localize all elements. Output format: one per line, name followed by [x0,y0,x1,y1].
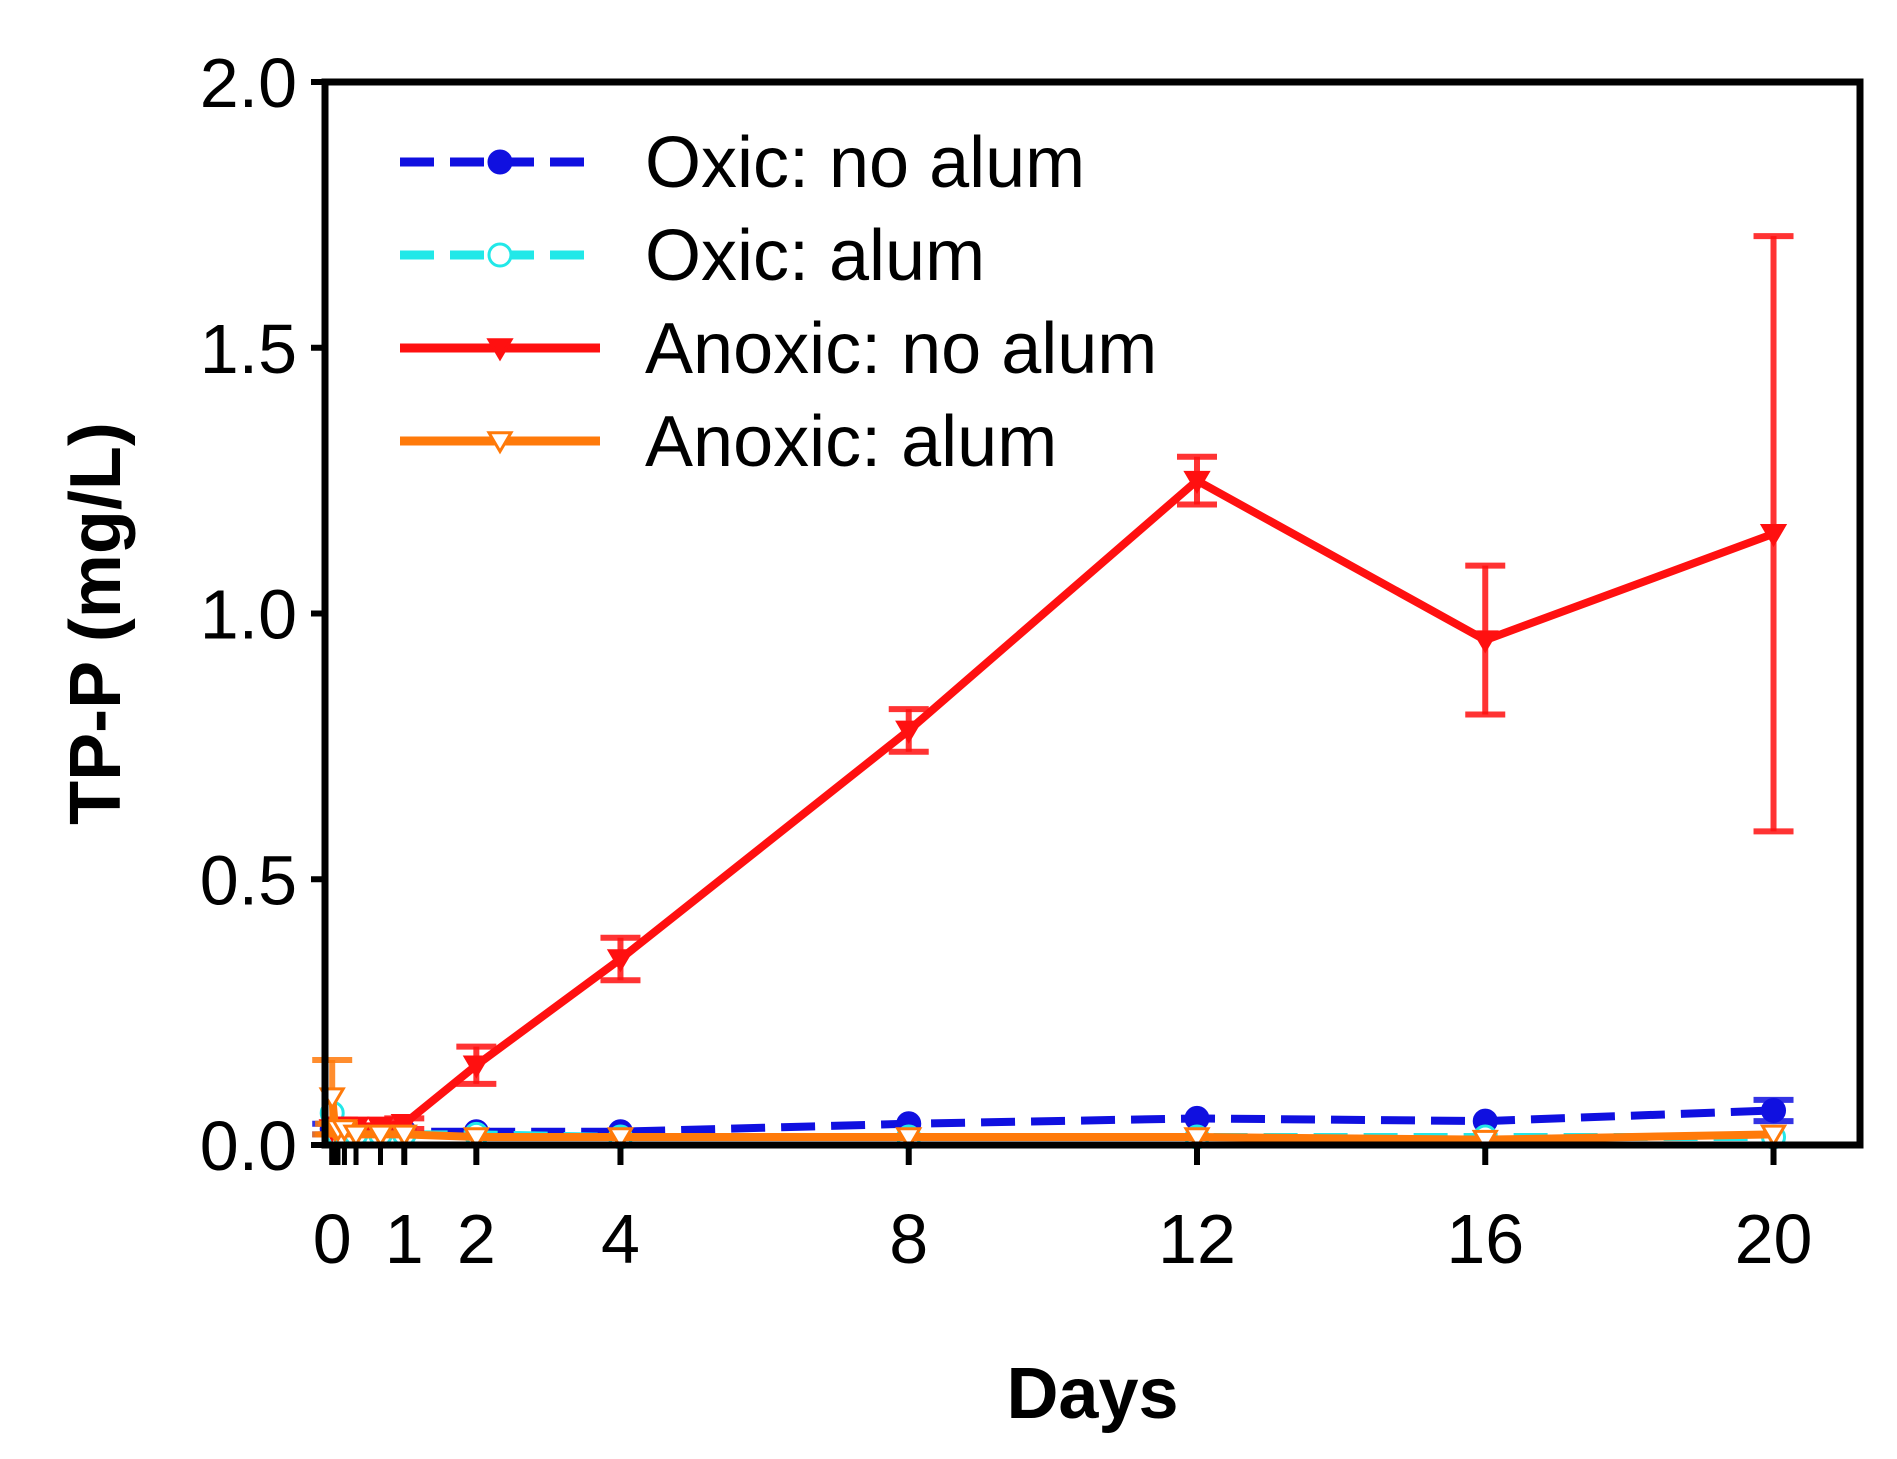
data-point [1471,1129,1499,1154]
data-point [606,949,635,973]
legend-label: Oxic: alum [645,216,985,296]
axis-layer: 0.00.51.01.52.00 1 2 4 8 12 16 20 [200,44,1813,1278]
x-tick-label: 4 [601,1200,640,1278]
data-point [1759,1124,1788,1148]
legend-label: Anoxic: no alum [645,309,1157,389]
legend-marker [487,149,513,175]
legend-item-3: Anoxic: no alum [400,309,1157,389]
legend-item-1: Oxic: no alum [400,123,1085,203]
data-point [895,1127,923,1151]
legend-label: Oxic: no alum [645,123,1085,203]
x-tick-label: 20 [1735,1200,1813,1278]
data-point [1759,524,1788,548]
y-tick-label: 1.5 [200,310,297,388]
data-point [895,720,923,744]
data-point [1183,470,1211,495]
x-tick-label: 12 [1158,1200,1236,1278]
y-axis-title: TP-P (mg/L) [56,422,136,825]
y-tick-label: 0.5 [200,841,297,919]
data-point [1761,1097,1787,1123]
legend-item-2: Oxic: alum [400,216,985,296]
data-point [390,1124,418,1148]
plot-frame [321,78,1864,1149]
x-tick-label: 1 [385,1200,424,1278]
legend-label: Anoxic: alum [645,402,1057,482]
legend-marker [486,338,514,362]
y-tick-label: 2.0 [200,44,297,122]
data-point [1183,1127,1211,1151]
series-4 [312,1056,1788,1154]
data-point [606,1127,635,1151]
x-tick-label: 0 [313,1200,352,1278]
data-point [1471,630,1499,654]
legend-marker [487,242,513,268]
x-axis-title: Days [1006,1354,1178,1434]
legend: Oxic: no alum Oxic: alum Anoxic: no alum An… [400,123,1157,482]
series-layer [312,233,1794,1154]
data-point [342,1124,370,1148]
legend-item-4: Anoxic: alum [400,402,1057,482]
series-line [329,476,1775,1132]
x-tick-label: 8 [889,1200,928,1278]
y-tick-label: 0.0 [200,1107,297,1185]
data-point [462,1055,490,1079]
legend-marker [486,431,514,455]
series-line [329,1106,1774,1136]
data-point [366,1124,395,1148]
x-tick-label: 2 [457,1200,496,1278]
x-tick-label: 16 [1446,1200,1524,1278]
data-point [462,1127,490,1151]
y-tick-label: 1.0 [200,576,297,654]
